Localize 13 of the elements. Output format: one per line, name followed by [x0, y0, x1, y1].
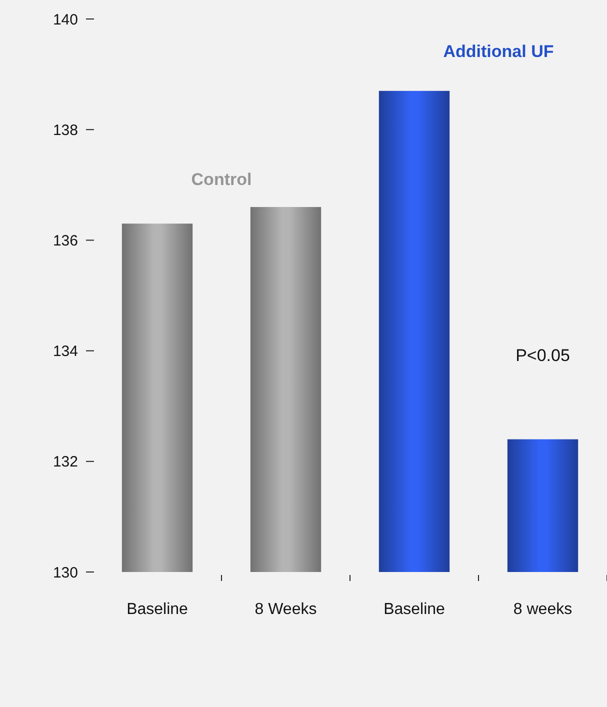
annotation: Control: [191, 170, 252, 189]
annotation: Additional UF: [443, 42, 554, 61]
y-tick-label: 134: [52, 343, 78, 360]
y-tick-label: 132: [52, 454, 78, 471]
x-tick-label: 8 weeks: [513, 601, 572, 618]
y-tick-label: 130: [52, 564, 78, 582]
annotation: P<0.05: [516, 346, 570, 365]
x-tick-label: Baseline: [384, 601, 446, 618]
y-tick-label: 140: [52, 11, 78, 28]
y-tick-label: 136: [52, 232, 78, 250]
x-tick-label: 8 Weeks: [254, 601, 317, 618]
y-tick-label: 138: [52, 122, 78, 139]
x-tick-label: Baseline: [126, 601, 188, 618]
